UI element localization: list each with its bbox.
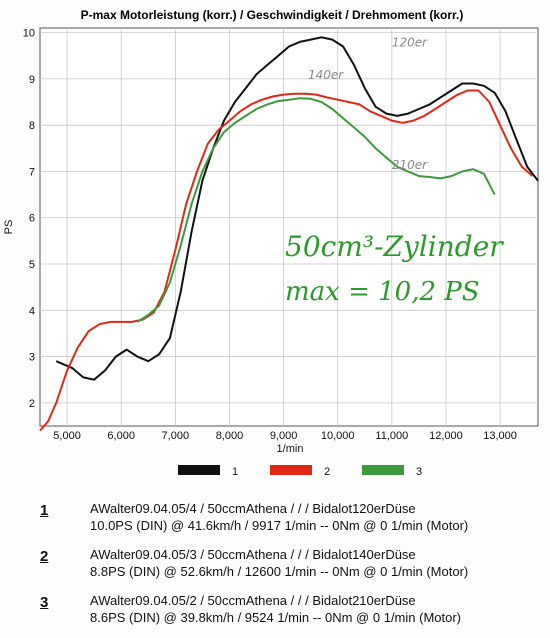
- y-tick-label: 7: [29, 166, 35, 178]
- x-tick-label: 8,000: [216, 430, 244, 442]
- run-number: 2: [40, 548, 49, 565]
- run-description: AWalter09.04.05/4 / 50ccmAthena / / / Bi…: [90, 501, 416, 516]
- y-tick-label: 9: [29, 74, 35, 86]
- grid: [40, 28, 538, 426]
- legend-swatch: [270, 465, 312, 475]
- y-tick-label: 2: [29, 398, 35, 410]
- y-axis-label: PS: [3, 220, 15, 235]
- run-details: AWalter09.04.05/2 / 50ccmAthena / / / Bi…: [90, 592, 461, 626]
- x-tick-label: 12,000: [429, 430, 463, 442]
- x-axis-label: 1/min: [277, 443, 304, 455]
- y-tick-label: 3: [29, 352, 35, 364]
- chart-title: P-max Motorleistung (korr.) / Geschwindi…: [81, 8, 464, 22]
- x-tick-label: 6,000: [107, 430, 135, 442]
- run-description: AWalter09.04.05/2 / 50ccmAthena / / / Bi…: [90, 593, 416, 608]
- series-layer: [39, 36, 539, 432]
- plot-area: [39, 27, 539, 427]
- x-tick-label: 9,000: [270, 430, 298, 442]
- y-tick-label: 5: [29, 259, 35, 271]
- y-tick-label: 6: [29, 213, 35, 225]
- x-tick-label: 7,000: [162, 430, 190, 442]
- run-result: 8.6PS (DIN) @ 39.8km/h / 9524 1/min -- 0…: [90, 610, 462, 625]
- run-item-2: 2 AWalter09.04.05/3 / 50ccmAthena / / / …: [40, 546, 540, 580]
- y-tick-label: 4: [29, 305, 35, 317]
- x-tick-label: 10,000: [321, 430, 355, 442]
- legend: 1 2 3: [178, 465, 422, 478]
- tick-labels: 5,000 6,000 7,000 8,000 9,000 10,000 11,000 12,…: [23, 28, 517, 442]
- run-list: 1 AWalter09.04.05/4 / 50ccmAthena / / / …: [40, 500, 540, 638]
- legend-label: 1: [232, 466, 238, 478]
- series-line-1: [55, 36, 539, 381]
- legend-label: 2: [324, 466, 330, 478]
- legend-swatch: [362, 465, 404, 475]
- handwritten-max-note: max = 10,2 PS: [285, 277, 480, 307]
- pencil-annotation: 210er: [392, 158, 428, 172]
- power-chart: P-max Motorleistung (korr.) / Geschwindi…: [3, 8, 539, 478]
- pencil-annotation: 120er: [392, 36, 428, 50]
- legend-label: 3: [416, 466, 422, 478]
- y-tick-label: 10: [23, 28, 35, 40]
- run-details: AWalter09.04.05/3 / 50ccmAthena / / / Bi…: [90, 546, 468, 580]
- series-line-3: [136, 97, 496, 323]
- legend-swatch: [178, 465, 220, 475]
- run-number: 1: [40, 502, 49, 519]
- run-details: AWalter09.04.05/4 / 50ccmAthena / / / Bi…: [90, 500, 468, 534]
- x-tick-label: 5,000: [53, 430, 81, 442]
- pencil-annotation: 140er: [308, 68, 344, 82]
- annotation-layer: 120er 140er 210er: [308, 36, 428, 173]
- run-description: AWalter09.04.05/3 / 50ccmAthena / / / Bi…: [90, 547, 416, 562]
- y-tick-label: 8: [29, 120, 35, 132]
- run-item-3: 3 AWalter09.04.05/2 / 50ccmAthena / / / …: [40, 592, 540, 626]
- run-result: 8.8PS (DIN) @ 52.6km/h / 12600 1/min -- …: [90, 564, 469, 579]
- handwritten-cylinder-note: 50cm³-Zylinder: [285, 230, 504, 263]
- run-item-1: 1 AWalter09.04.05/4 / 50ccmAthena / / / …: [40, 500, 540, 534]
- x-tick-label: 11,000: [375, 430, 408, 442]
- run-result: 10.0PS (DIN) @ 41.6km/h / 9917 1/min -- …: [90, 518, 469, 533]
- run-number: 3: [40, 594, 49, 611]
- series-line-2: [39, 89, 534, 432]
- x-tick-label: 13,000: [483, 430, 517, 442]
